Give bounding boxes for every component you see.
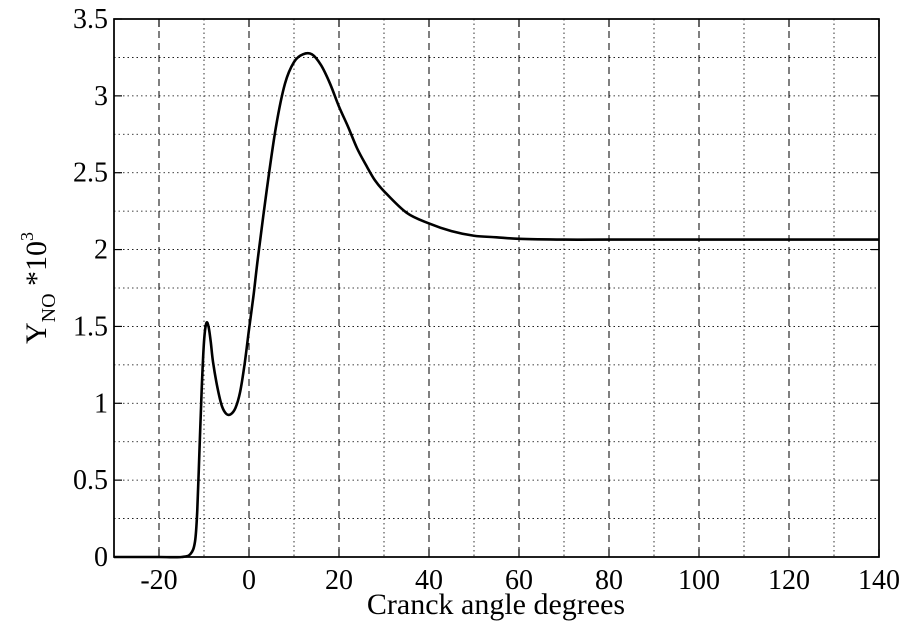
y-tick-label: 0: [94, 542, 108, 573]
grid-lines: [114, 19, 879, 557]
x-ticks: -20 0 20 40 60 80 100 120 140: [140, 19, 900, 596]
y-tick-label: 2.5: [73, 158, 108, 189]
y-ticks: 0 0.5 1 1.5 2 2.5 3 3.5: [73, 4, 879, 573]
y-tick-label: 1: [94, 388, 108, 419]
x-tick-label: 0: [242, 565, 256, 596]
x-tick-label: 140: [858, 565, 900, 596]
x-tick-label: 80: [595, 565, 623, 596]
y-axis-title-subscript: NO: [38, 293, 60, 322]
y-tick-label: 3.5: [73, 4, 108, 35]
y-axis-title-base: Y: [20, 322, 53, 344]
x-tick-label: -20: [140, 565, 177, 596]
series-line: [113, 51, 879, 559]
y-tick-label: 2: [94, 235, 108, 266]
x-tick-label: 60: [505, 565, 533, 596]
y-axis-title: YNO *103: [17, 232, 60, 344]
y-tick-label: 3: [94, 81, 108, 112]
y-tick-label: 0.5: [73, 465, 108, 496]
y-axis-title-superscript: 3: [17, 232, 37, 241]
y-axis-title-suffix: *10: [20, 241, 53, 294]
x-tick-label: 120: [768, 565, 810, 596]
y-tick-label: 1.5: [73, 311, 108, 342]
x-tick-label: 40: [415, 565, 443, 596]
x-axis-title: Cranck angle degrees: [367, 588, 625, 621]
x-tick-label: 100: [678, 565, 720, 596]
plot-frame: [113, 18, 880, 558]
x-tick-label: 20: [325, 565, 353, 596]
